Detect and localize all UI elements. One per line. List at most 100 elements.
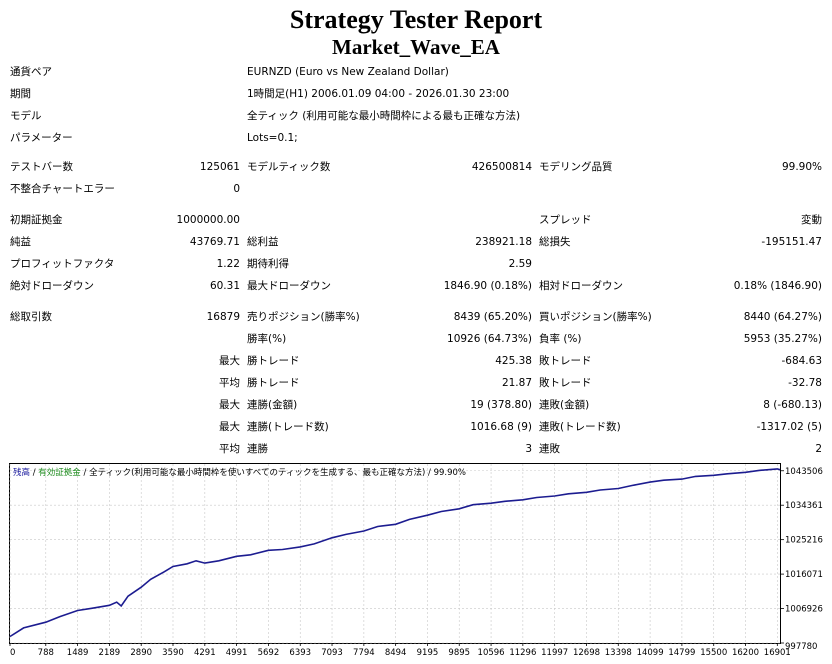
y-tick-label: 1034361 (785, 501, 823, 511)
largest-prefix: 最大 (219, 421, 240, 433)
row-mismatch: 不整合チャートエラー 0 (0, 181, 832, 197)
legend-sep: / (30, 468, 38, 478)
legend-equity: 有効証拠金 (38, 467, 81, 478)
x-axis-labels: 0 788 1489 2189 2890 3590 4291 4991 5692 6393 7093… (10, 648, 791, 658)
gross-profit-value: 238921.18 (475, 236, 532, 248)
x-tick-label: 9895 (448, 648, 470, 658)
x-tick-label: 2890 (130, 648, 152, 658)
max-cons-profit-value: 1016.68 (9) (470, 421, 532, 433)
max-cons-wins-money-label: 連勝(金額) (247, 399, 298, 411)
params-label: パラメーター (10, 132, 73, 144)
balance-line (9, 468, 781, 638)
x-tick-label: 13398 (605, 648, 632, 658)
row-avg-cons: 平均 連勝 3 連敗 2 (0, 441, 832, 457)
row-max-cons-money: 最大 連勝(金額) 19 (378.80) 連敗(金額) 8 (-680.13) (0, 397, 832, 413)
expected-value: 2.59 (508, 258, 532, 270)
x-tick-label: 11997 (541, 648, 568, 658)
x-tick-label: 4991 (226, 648, 248, 658)
x-tick-label: 5692 (258, 648, 280, 658)
row-trades: 総取引数 16879 売りポジション(勝率%) 8439 (65.20%) 買い… (0, 309, 832, 325)
deposit-label: 初期証拠金 (10, 214, 63, 226)
row-pf: プロフィットファクタ 1.22 期待利得 2.59 (0, 256, 832, 272)
x-tick-label: 15500 (700, 648, 727, 658)
rel-dd-label: 相対ドローダウン (539, 280, 623, 292)
x-tick-label: 3590 (162, 648, 184, 658)
legend-quality: 99.90% (434, 468, 466, 478)
legend-model: 全ティック(利用可能な最小時間枠を使いすべてのティックを生成する、最も正確な方法… (89, 467, 425, 478)
avg-win-value: 21.87 (501, 377, 532, 389)
x-tick-label: 16901 (764, 648, 791, 658)
model-label: モデル (10, 110, 42, 122)
x-tick-label: 8494 (385, 648, 407, 658)
y-axis-labels: 997780 1006926 1016071 1025216 1034361 104350… (785, 467, 823, 652)
x-tick-label: 4291 (194, 648, 216, 658)
y-tick-label: 1025216 (785, 536, 823, 546)
pf-label: プロフィットファクタ (10, 258, 115, 270)
x-tick-label: 6393 (289, 648, 311, 658)
x-tick-label: 14099 (637, 648, 664, 658)
legend-sep: / (425, 468, 433, 478)
expected-label: 期待利得 (247, 258, 289, 270)
gross-loss-label: 総損失 (539, 236, 571, 248)
avg-win-label: 勝トレード (247, 377, 300, 389)
avg-loss-label: 敗トレード (539, 377, 592, 389)
quality-label: モデリング品質 (539, 161, 613, 173)
grid-layer (9, 464, 784, 646)
legend-balance: 残高 (13, 467, 30, 478)
params-value: Lots=0.1; (247, 132, 298, 144)
mismatch-value: 0 (233, 183, 240, 195)
avg-cons-losses-label: 連敗 (539, 443, 560, 455)
max-dd-value: 1846.90 (0.18%) (443, 280, 532, 292)
net-label: 純益 (10, 236, 31, 248)
x-tick-label: 0 (10, 648, 15, 658)
largest-loss-value: -684.63 (781, 355, 822, 367)
row-period: 期間 1時間足(H1) 2006.01.09 04:00 - 2026.01.3… (0, 86, 832, 102)
loss-pct-value: 5953 (35.27%) (743, 333, 822, 345)
x-tick-label: 1489 (67, 648, 89, 658)
ticks-label: モデルティック数 (247, 161, 331, 173)
largest-prefix: 最大 (219, 355, 240, 367)
avg-loss-value: -32.78 (788, 377, 822, 389)
max-dd-label: 最大ドローダウン (247, 280, 331, 292)
x-tick-label: 10596 (478, 648, 505, 658)
max-cons-wins-money-value: 19 (378.80) (470, 399, 532, 411)
max-cons-profit-label: 連勝(トレード数) (247, 421, 329, 433)
x-tick-label: 9195 (417, 648, 439, 658)
gross-loss-value: -195151.47 (761, 236, 822, 248)
average-prefix: 平均 (219, 443, 240, 455)
y-tick-label: 1016071 (785, 570, 823, 580)
row-winrate: 勝率(%) 10926 (64.73%) 負率 (%) 5953 (35.27%… (0, 331, 832, 347)
quality-value: 99.90% (781, 161, 822, 173)
period-label: 期間 (10, 88, 31, 100)
y-tick-label: 997780 (785, 642, 817, 652)
long-label: 買いポジション(勝率%) (539, 311, 652, 323)
largest-prefix: 最大 (219, 399, 240, 411)
row-bars: テストバー数 125061 モデルティック数 426500814 モデリング品質… (0, 159, 832, 175)
avg-cons-wins-value: 3 (525, 443, 532, 455)
max-cons-losses-money-label: 連敗(金額) (539, 399, 590, 411)
largest-win-label: 勝トレード (247, 355, 300, 367)
row-params: パラメーター Lots=0.1; (0, 130, 832, 146)
symbol-value: EURNZD (Euro vs New Zealand Dollar) (247, 66, 449, 78)
row-symbol: 通貨ペア EURNZD (Euro vs New Zealand Dollar) (0, 64, 832, 80)
net-value: 43769.71 (189, 236, 240, 248)
max-cons-loss-label: 連敗(トレード数) (539, 421, 621, 433)
short-value: 8439 (65.20%) (453, 311, 532, 323)
plot-frame (9, 463, 781, 644)
row-deposit: 初期証拠金 1000000.00 スプレッド 変動 (0, 212, 832, 228)
row-average: 平均 勝トレード 21.87 敗トレード -32.78 (0, 375, 832, 391)
report-title: Strategy Tester Report (289, 5, 543, 34)
row-net: 純益 43769.71 総利益 238921.18 総損失 -195151.47 (0, 234, 832, 250)
loss-pct-label: 負率 (%) (539, 333, 582, 345)
deposit-value: 1000000.00 (176, 214, 240, 226)
x-tick-label: 2189 (99, 648, 121, 658)
y-tick-label: 1006926 (785, 605, 823, 615)
x-tick-label: 7794 (353, 648, 375, 658)
avg-cons-losses-value: 2 (815, 443, 822, 455)
spread-label: スプレッド (539, 214, 592, 226)
row-model: モデル 全ティック (利用可能な最小時間枠による最も正確な方法) (0, 108, 832, 124)
ticks-value: 426500814 (471, 161, 532, 173)
bars-value: 125061 (199, 161, 240, 173)
row-largest: 最大 勝トレード 425.38 敗トレード -684.63 (0, 353, 832, 369)
gross-profit-label: 総利益 (247, 236, 279, 248)
